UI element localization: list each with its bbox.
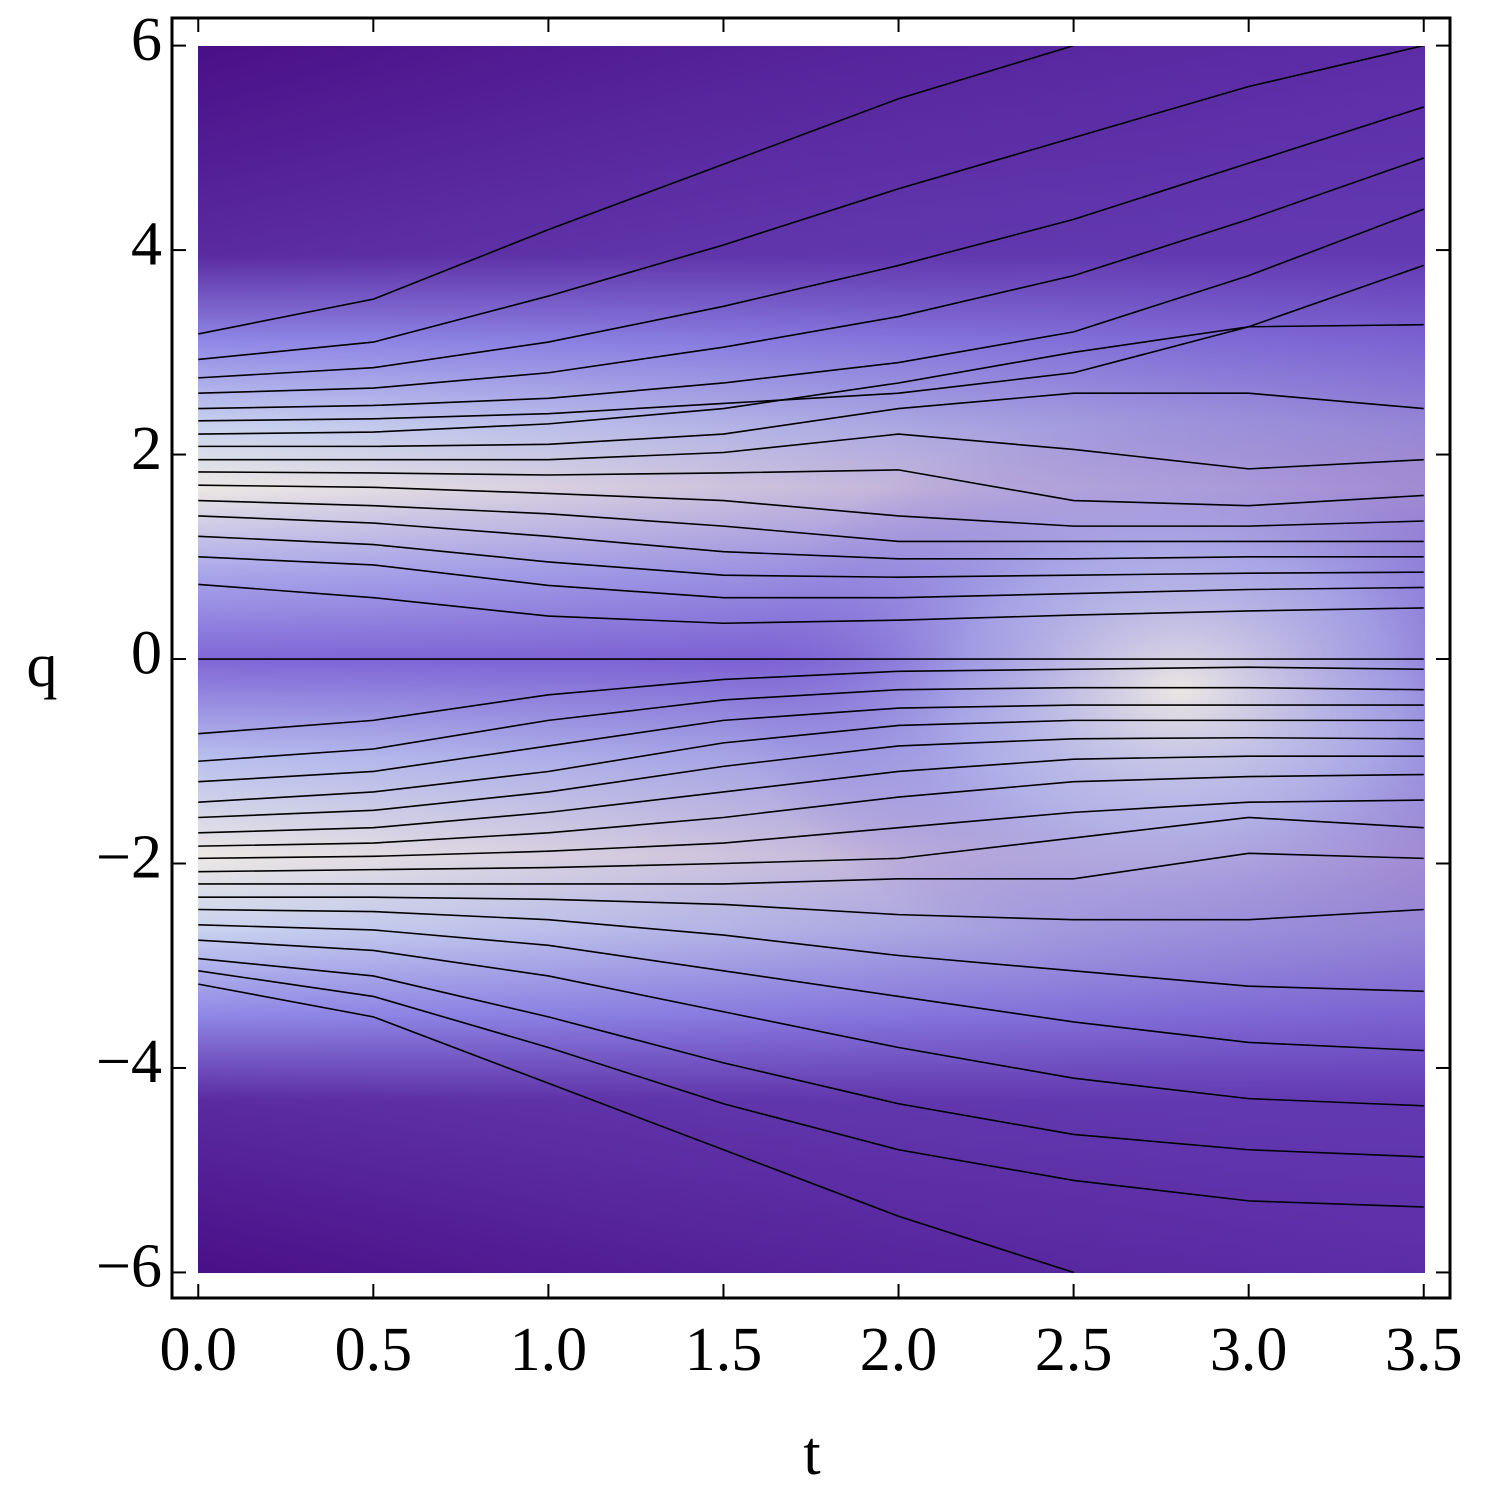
- trajectories: [198, 46, 1425, 1273]
- trajectory: [198, 896, 1424, 921]
- x-tick-label: 1.5: [685, 1316, 763, 1384]
- trajectory: [198, 939, 1424, 1107]
- trajectory: [198, 852, 1424, 885]
- trajectory: [198, 264, 1425, 422]
- x-tick-label: 3.5: [1385, 1316, 1463, 1384]
- trajectory: [198, 555, 1424, 599]
- x-tick-label: 0.5: [335, 1316, 413, 1384]
- y-tick-label: 0: [131, 619, 162, 687]
- x-tick-label: 1.0: [510, 1316, 588, 1384]
- trajectory: [198, 46, 1424, 361]
- trajectory: [198, 970, 1424, 1208]
- trajectory: [198, 469, 1424, 507]
- trajectory: [198, 736, 1424, 819]
- trajectory: [198, 666, 1424, 735]
- y-tick-label: −2: [96, 824, 162, 892]
- trajectory: [198, 499, 1424, 543]
- trajectory: [198, 957, 1424, 1158]
- trajectory: [198, 583, 1424, 625]
- trajectory: [198, 106, 1424, 379]
- y-tick-label: −6: [96, 1233, 162, 1301]
- trajectory: [198, 816, 1424, 873]
- y-axis-label: q: [27, 632, 58, 700]
- y-tick-label: 2: [131, 415, 162, 483]
- trajectory: [198, 208, 1425, 410]
- trajectory: [198, 908, 1424, 993]
- trajectory: [198, 719, 1424, 803]
- x-axis-label: t: [803, 1420, 820, 1488]
- trajectory: [198, 515, 1424, 560]
- y-tick-label: 6: [131, 6, 162, 74]
- x-tick-label: 2.0: [860, 1316, 938, 1384]
- trajectory: [198, 773, 1424, 847]
- trajectory: [198, 433, 1424, 470]
- trajectory: [198, 484, 1424, 527]
- trajectory: [198, 46, 1074, 335]
- y-tick-label: −4: [96, 1028, 162, 1096]
- trajectory: [198, 535, 1424, 579]
- trajectory: [198, 704, 1424, 783]
- x-tick-label: 0.0: [160, 1316, 238, 1384]
- frame: [170, 16, 1452, 1300]
- trajectory: [198, 157, 1425, 395]
- trajectory: [198, 924, 1424, 1052]
- trajectory: [198, 392, 1424, 448]
- y-tick-label: 4: [131, 210, 162, 278]
- trajectory: [198, 983, 1074, 1273]
- trajectory: [198, 799, 1424, 860]
- x-tick-label: 3.0: [1210, 1316, 1288, 1384]
- axes: 0.0 0.5 1.0 1.5 2.0 2.5 3.0 3.5 −6 −4 −2 0 2 4 6: [96, 6, 1462, 1384]
- x-tick-label: 2.5: [1035, 1316, 1113, 1384]
- trajectory: [198, 323, 1424, 435]
- trajectory: [198, 755, 1424, 834]
- trajectory: [198, 686, 1424, 763]
